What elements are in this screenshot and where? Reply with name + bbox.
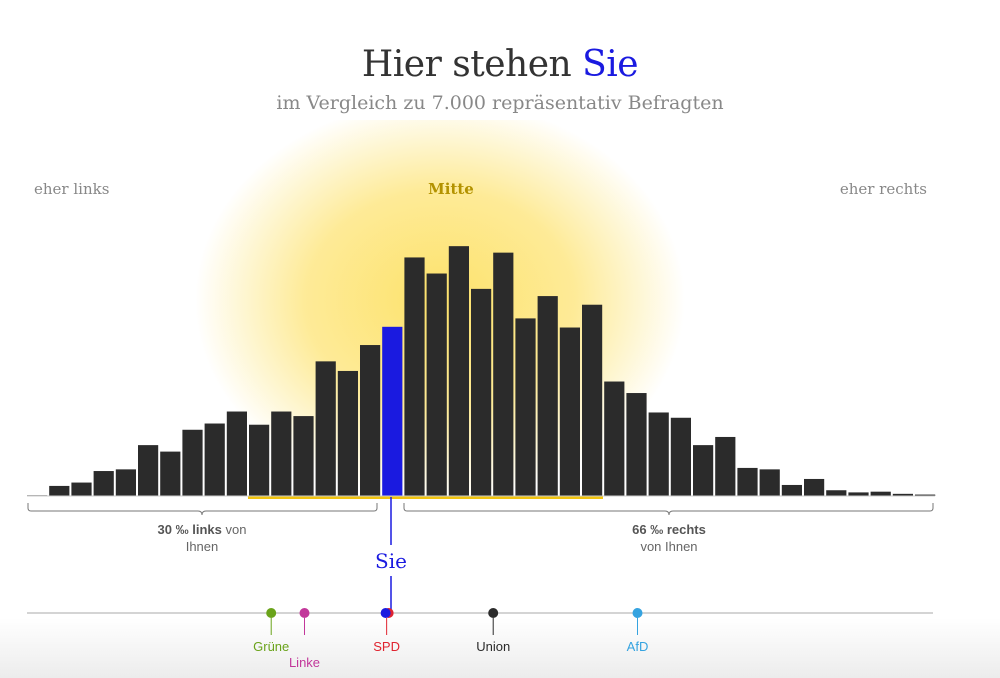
right-bracket [403,503,934,516]
party-label-union: Union [476,639,510,654]
bar-20 [471,288,492,496]
right-annotation-word: rechts [667,522,706,537]
chart-subtitle: im Vergleich zu 7.000 repräsentativ Befr… [276,92,724,114]
label-mitte: Mitte [428,180,474,198]
party-dot-afd [632,608,643,618]
bar-37 [848,492,869,496]
bars-group [27,246,936,496]
bar-23 [537,296,558,496]
bar-32 [737,467,758,496]
bar-5 [138,445,159,496]
bar-40 [915,494,936,496]
bar-19 [448,246,469,496]
bar-18 [426,273,447,496]
bottom-fade [0,618,1000,678]
left-annotation-word: links [192,522,222,537]
bar-24 [559,327,580,496]
you-dot [380,608,391,618]
title-highlight: Sie [582,44,639,85]
bar-9 [226,411,247,496]
chart-title: Hier stehen Sie [0,44,1000,85]
bar-29 [670,417,691,496]
bar-11 [271,411,292,496]
bar-21 [493,252,514,496]
party-dot-linke [299,608,310,618]
bar-30 [693,445,714,496]
bar-4 [115,469,136,496]
bar-31 [715,436,736,496]
bar-34 [781,484,802,496]
bar-33 [759,469,780,496]
bar-22 [515,318,536,496]
title-text: Hier stehen [361,44,583,85]
bar-26 [604,381,625,496]
bar-6 [160,451,181,496]
bar-2 [71,482,92,496]
bar-1 [49,485,70,496]
right-annotation: 66 ‰ rechts [632,522,706,537]
left-bracket [27,503,378,516]
party-label-linke: Linke [289,655,320,670]
bar-14 [337,370,358,496]
bar-13 [315,361,336,496]
bar-15 [360,345,381,496]
bar-25 [582,304,603,496]
bar-3 [93,471,114,496]
bar-12 [293,416,314,496]
you-label: Sie [375,549,407,573]
bar-39 [892,493,913,496]
party-dot-gruene [266,608,277,618]
right-annotation-line2: von Ihnen [640,539,697,554]
bar-38 [870,491,891,496]
bar-8 [204,423,225,496]
party-label-gruene: Grüne [253,639,289,654]
bar-36 [826,490,847,496]
bar-you [382,326,403,496]
bar-28 [648,412,669,496]
bar-35 [804,478,825,496]
left-annotation-rest: von [222,522,247,537]
bar-10 [249,424,270,496]
party-label-afd: AfD [627,639,649,654]
party-label-spd: SPD [373,639,400,654]
label-eher-links: eher links [34,180,109,198]
left-annotation-pct: 30 ‰ [158,522,189,537]
left-annotation-line2: Ihnen [186,539,219,554]
right-annotation-pct: 66 ‰ [632,522,663,537]
bar-7 [182,429,203,496]
label-eher-rechts: eher rechts [840,180,927,198]
party-dot-union [488,608,499,618]
bar-27 [626,393,647,496]
bar-17 [404,257,425,496]
left-annotation: 30 ‰ links von [158,522,247,537]
